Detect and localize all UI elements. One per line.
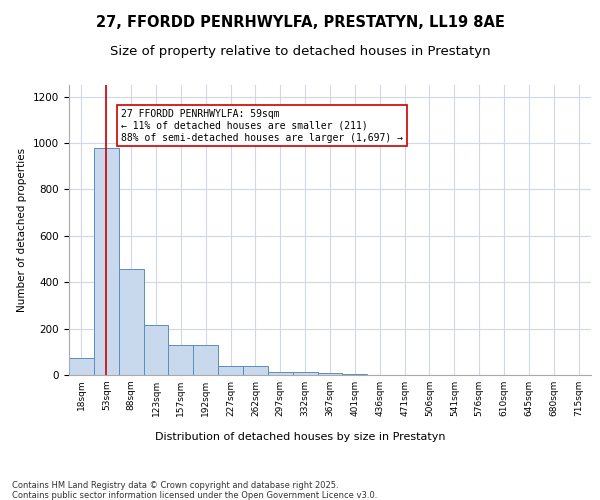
Text: 27, FFORDD PENRHWYLFA, PRESTATYN, LL19 8AE: 27, FFORDD PENRHWYLFA, PRESTATYN, LL19 8… — [95, 15, 505, 30]
Text: Contains HM Land Registry data © Crown copyright and database right 2025.
Contai: Contains HM Land Registry data © Crown c… — [12, 480, 377, 500]
Text: Size of property relative to detached houses in Prestatyn: Size of property relative to detached ho… — [110, 45, 490, 58]
Text: 27 FFORDD PENRHWYLFA: 59sqm
← 11% of detached houses are smaller (211)
88% of se: 27 FFORDD PENRHWYLFA: 59sqm ← 11% of det… — [121, 110, 403, 142]
Bar — [243, 366, 268, 375]
Bar — [218, 366, 243, 375]
Bar — [268, 372, 293, 375]
Bar — [343, 374, 367, 375]
Text: Distribution of detached houses by size in Prestatyn: Distribution of detached houses by size … — [155, 432, 445, 442]
Bar — [169, 345, 193, 375]
Bar — [193, 345, 218, 375]
Y-axis label: Number of detached properties: Number of detached properties — [17, 148, 28, 312]
Bar — [119, 270, 143, 375]
Bar — [317, 372, 343, 375]
Bar — [143, 325, 169, 375]
Bar — [94, 148, 119, 375]
Bar — [69, 358, 94, 375]
Bar — [293, 372, 317, 375]
